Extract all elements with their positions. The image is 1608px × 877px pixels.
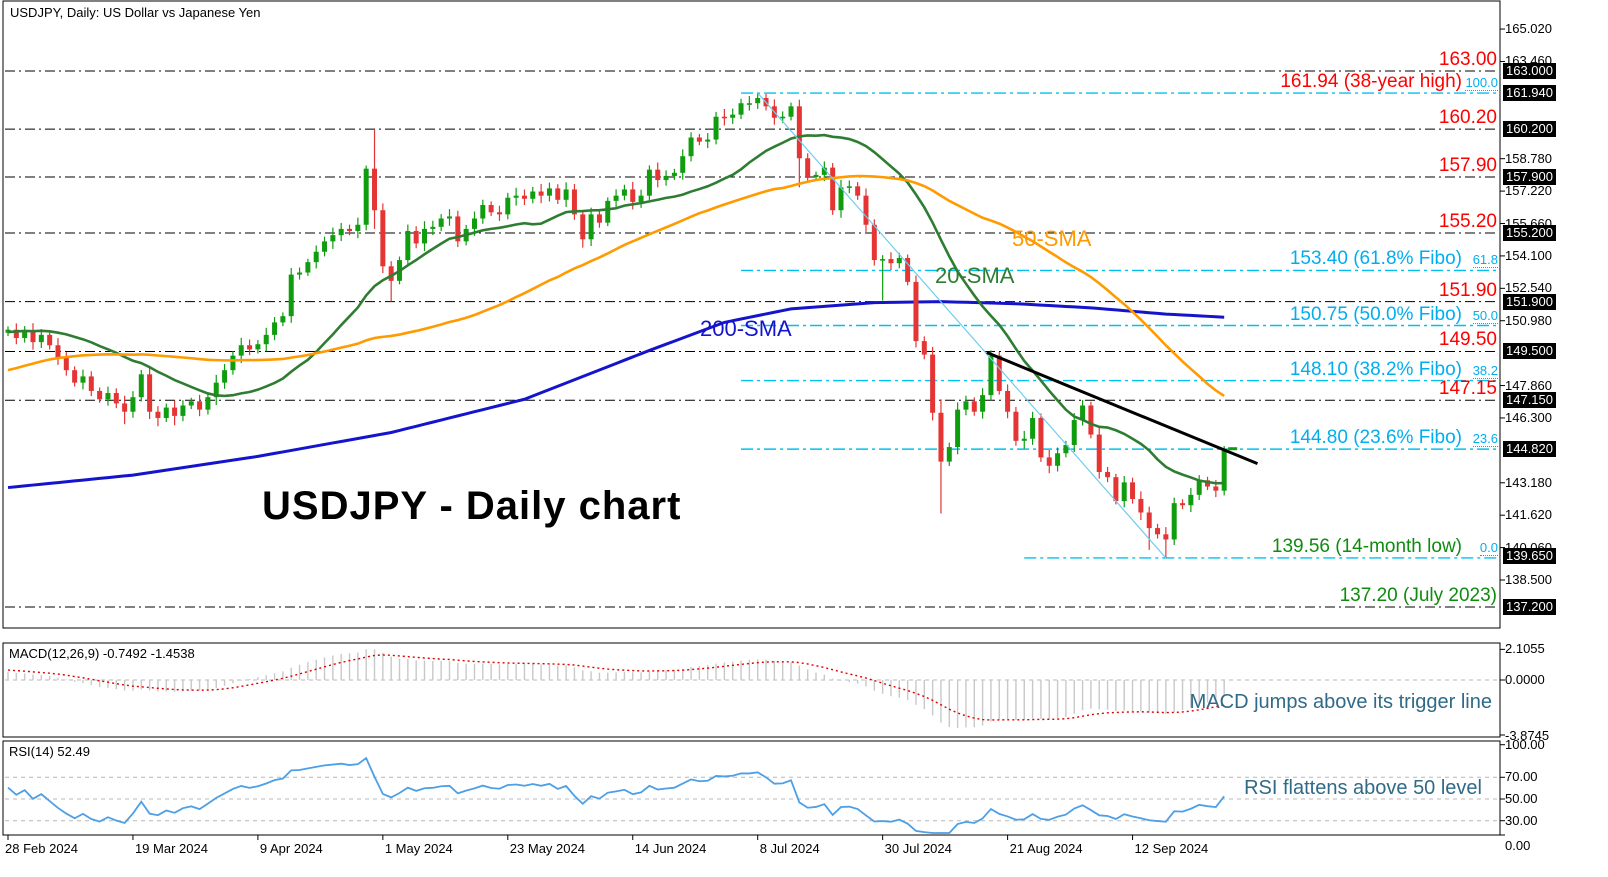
price-axis-label: 157.220 [1505,183,1552,199]
date-axis-label: 28 Feb 2024 [5,841,79,856]
macd-annotation: MACD jumps above its trigger line [1189,691,1492,713]
level-label: 139.56 (14-month low) [1271,535,1462,557]
price-axis-label: 143.180 [1505,474,1552,490]
macd-axis-label: -3.8745 [1505,728,1550,743]
date-axis-label: 1 May 2024 [384,841,453,856]
level-label: 153.40 (61.8% Fibo) [1289,248,1462,270]
date-axis-label: 19 Mar 2024 [134,841,208,856]
macd-panel-label: MACD(12,26,9) -0.7492 -1.4538 [9,646,195,661]
fibo-percent-label: 0.0 [1479,539,1498,556]
level-label: 151.90 [1438,279,1497,301]
price-axis-box-label: 147.150 [1503,392,1556,409]
level-label: 163.00 [1438,49,1497,70]
level-label: 160.20 [1438,107,1497,129]
rsi-axis-label: 70.00 [1505,769,1538,785]
price-axis-box-label: 151.900 [1503,293,1556,310]
price-axis-box-label: 157.900 [1503,168,1556,185]
date-axis-label: 14 Jun 2024 [634,841,707,856]
date-axis-label: 23 May 2024 [509,841,585,856]
chart-header: USDJPY, Daily: US Dollar vs Japanese Yen [10,5,261,20]
fibo-percent-label: 23.6 [1472,431,1498,448]
price-axis-label: 141.620 [1505,507,1552,523]
fibo-percent-label: 50.0 [1472,307,1498,324]
level-label: 155.20 [1438,211,1497,233]
date-axis-label: 12 Sep 2024 [1134,841,1209,856]
sma-50-label: 50-SMA [1012,226,1092,251]
rsi-axis-label: 30.00 [1505,812,1538,828]
price-axis-label: 152.540 [1505,280,1552,296]
price-axis-box-label: 160.200 [1503,121,1556,138]
fibo-percent-label: 38.2 [1472,362,1498,379]
macd-axis-label: 2.1055 [1505,641,1545,657]
rsi-axis-label: 0.00 [1505,838,1531,853]
price-axis-box-label: 137.200 [1503,599,1556,616]
sma-200-label: 200-SMA [700,316,792,341]
price-axis-box-label: 163.000 [1503,63,1556,79]
level-label: 150.75 (50.0% Fibo) [1289,303,1462,325]
sma-20-label: 20-SMA [935,263,1015,288]
rsi-axis-label: 100.00 [1505,736,1545,752]
fibo-percent-label: 100.0 [1465,75,1498,92]
fibo-percent-label: 61.8 [1472,252,1498,269]
level-label: 137.20 (July 2023) [1339,585,1497,607]
level-label: 161.94 (38-year high) [1280,71,1462,93]
chart-watermark: USDJPY - Daily chart [262,484,682,528]
rsi-axis-label: 50.00 [1505,791,1538,806]
price-axis-label: 138.500 [1505,572,1552,587]
price-axis-box-label: 161.940 [1503,85,1556,102]
date-axis-label: 8 Jul 2024 [759,841,820,856]
date-axis-label: 21 Aug 2024 [1009,841,1083,856]
price-axis-box-label: 149.500 [1503,343,1556,360]
rsi-panel-label: RSI(14) 52.49 [9,744,90,759]
date-axis-label: 9 Apr 2024 [259,841,323,856]
date-axis-label: 30 Jul 2024 [884,841,952,856]
level-label: 157.90 [1438,154,1497,176]
price-axis-label: 150.980 [1505,312,1552,328]
level-label: 148.10 (38.2% Fibo) [1289,358,1462,380]
price-axis-label: 147.860 [1505,377,1552,393]
rsi-annotation: RSI flattens above 50 level [1244,777,1482,799]
price-axis-label: 165.020 [1505,21,1552,37]
macd-axis-label: 0.0000 [1505,672,1545,687]
price-axis-box-label: 144.820 [1503,440,1556,457]
price-axis-label: 154.100 [1505,247,1552,263]
price-axis-label: 158.780 [1505,150,1552,166]
level-label: 147.15 [1438,378,1497,400]
price-axis-box-label: 139.650 [1503,548,1556,565]
level-label: 144.80 (23.6% Fibo) [1289,427,1462,449]
price-axis-label: 146.300 [1505,409,1552,425]
price-axis-box-label: 155.200 [1503,225,1556,242]
level-label: 149.50 [1438,329,1497,351]
